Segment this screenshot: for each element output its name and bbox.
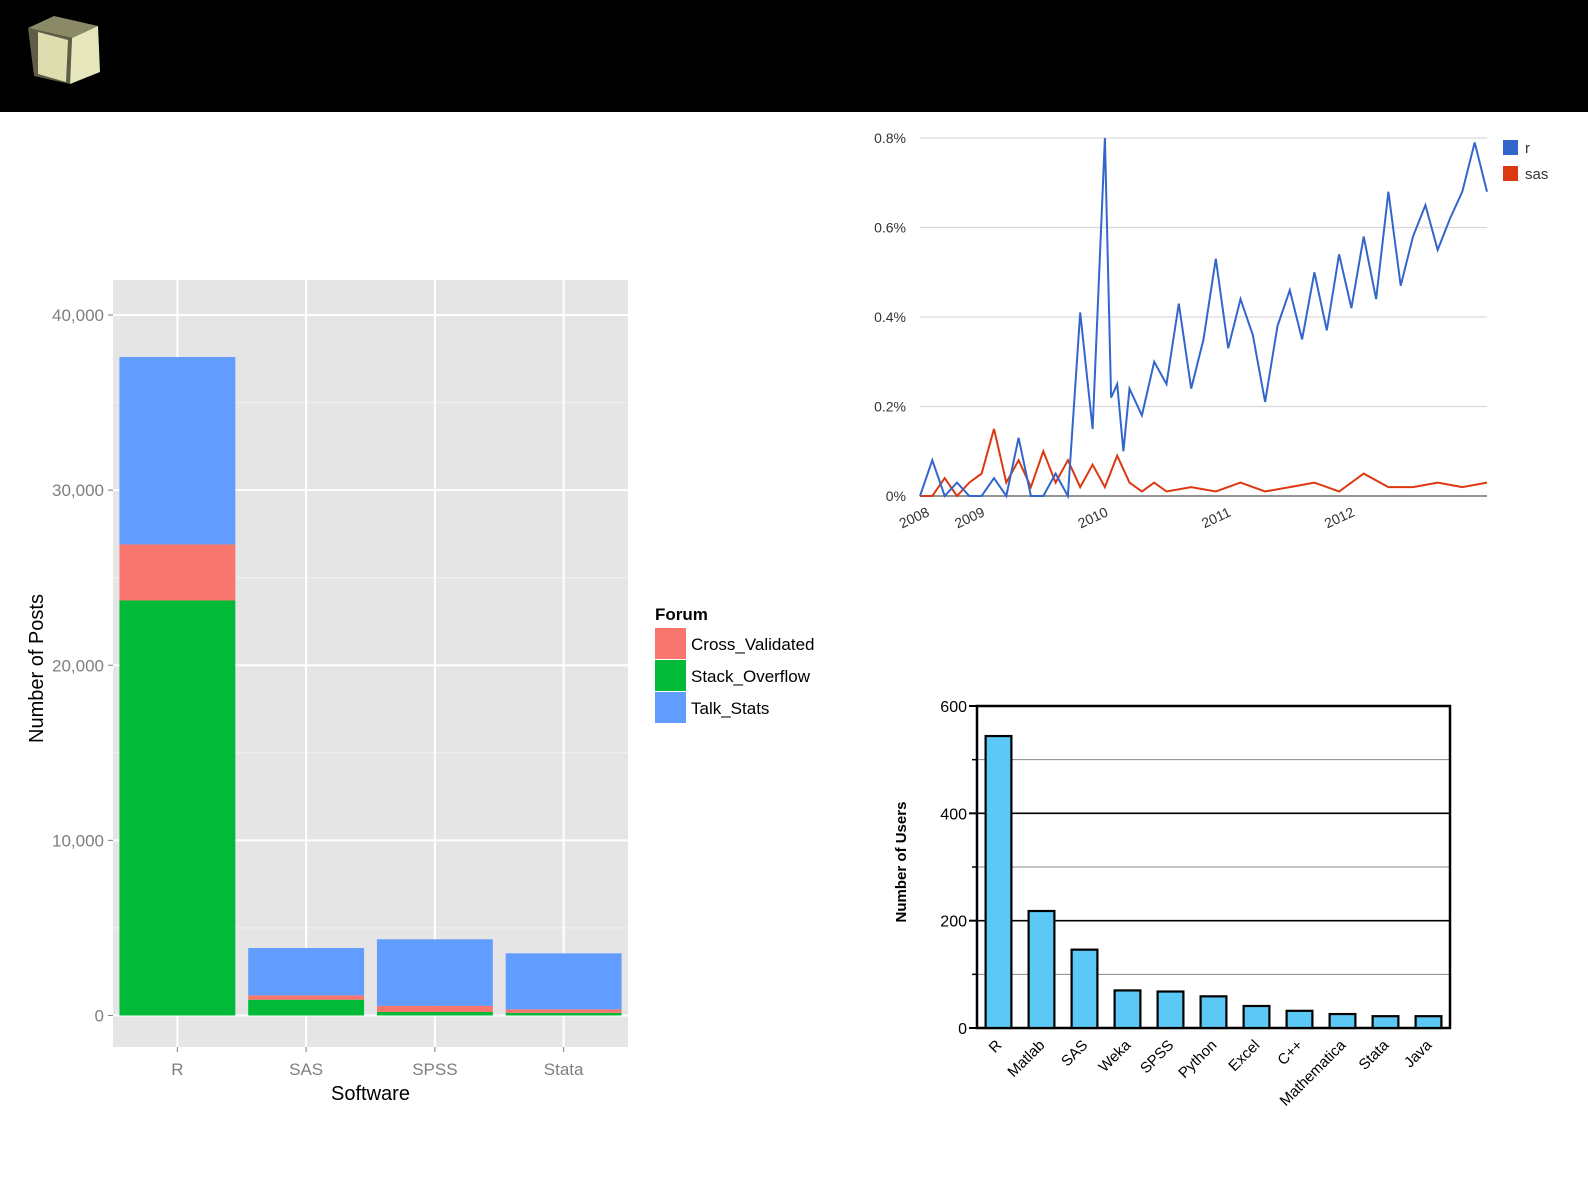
x-tick-label: 2009: [952, 504, 987, 532]
bar: [1199, 995, 1228, 1030]
y-tick-label: 0: [95, 1006, 104, 1025]
legend-title: Forum: [655, 605, 708, 624]
bar-segment: [376, 1005, 493, 1012]
bar: [1371, 1015, 1400, 1030]
y-axis-title: Number of Users: [893, 802, 910, 923]
bar: [1414, 1015, 1443, 1030]
x-tick-label: 2011: [1199, 504, 1233, 531]
legend-label: Cross_Validated: [691, 635, 814, 654]
series-line-r: [919, 137, 1488, 500]
x-tick-label: R: [171, 1060, 183, 1079]
x-tick-label: R: [986, 1037, 1006, 1057]
bar-segment: [248, 995, 365, 1000]
bar: [1156, 990, 1185, 1030]
bar: [1328, 1012, 1357, 1030]
x-tick-label: SPSS: [412, 1060, 457, 1079]
cube-icon: [28, 16, 100, 84]
x-tick-label: Stata: [544, 1060, 584, 1079]
x-tick-label: Excel: [1225, 1037, 1263, 1075]
bar-segment: [505, 953, 622, 1010]
y-tick-label: 400: [940, 806, 967, 823]
y-axis-title: Number of Posts: [26, 594, 48, 743]
x-tick-label: SAS: [1058, 1037, 1091, 1070]
y-tick-label: 20,000: [52, 656, 104, 675]
x-tick-label: Matlab: [1004, 1037, 1048, 1081]
header-bar: [0, 0, 1588, 112]
legend-label: r: [1525, 140, 1530, 157]
bar-segment: [505, 1009, 622, 1013]
y-tick-label: 0.6%: [874, 220, 906, 236]
bar-segment: [376, 939, 493, 1006]
legend-swatch: [655, 628, 686, 659]
legend-swatch: [1503, 140, 1518, 155]
legend-label: Talk_Stats: [691, 699, 769, 718]
posts-by-software-chart: 0 10,000 20,000 30,000 40,000 R SAS SPSS Stata So…: [26, 280, 814, 1105]
y-tick-label: 0.2%: [874, 399, 906, 415]
bar-segment: [505, 1012, 622, 1016]
y-tick-label: 40,000: [52, 306, 104, 325]
legend-swatch: [655, 660, 686, 691]
legend-label: sas: [1525, 166, 1548, 183]
bar: [984, 734, 1013, 1030]
x-tick-label: 2008: [897, 504, 932, 532]
bar: [1285, 1009, 1314, 1030]
bar-segment: [119, 544, 236, 601]
bar-segment: [248, 948, 365, 996]
x-tick-label: Weka: [1095, 1036, 1134, 1075]
y-tick-label: 200: [940, 914, 967, 931]
bar-segment: [248, 999, 365, 1016]
y-tick-label: 30,000: [52, 481, 104, 500]
x-tick-label: C++: [1274, 1037, 1306, 1069]
y-tick-label: 0.8%: [874, 130, 906, 146]
x-tick-label: 2010: [1075, 504, 1110, 532]
legend-swatch: [1503, 166, 1518, 181]
bar-segment: [376, 1011, 493, 1016]
legend-label: Stack_Overflow: [691, 667, 811, 686]
x-tick-label: Stata: [1356, 1036, 1393, 1073]
y-tick-label: 10,000: [52, 831, 104, 850]
x-tick-label: SPSS: [1137, 1037, 1177, 1077]
bar-segment: [119, 357, 236, 545]
bar: [1242, 1004, 1271, 1030]
x-tick-label: SAS: [289, 1060, 323, 1079]
legend-swatch: [655, 692, 686, 723]
bar: [1113, 989, 1142, 1030]
bar-segment: [119, 600, 236, 1016]
y-tick-label: 0%: [886, 488, 906, 504]
x-tick-label: 2012: [1322, 504, 1357, 532]
y-tick-label: 0.4%: [874, 309, 906, 325]
y-tick-label: 0: [958, 1021, 967, 1038]
x-tick-label: Python: [1175, 1037, 1220, 1082]
x-axis-title: Software: [331, 1083, 410, 1105]
search-trends-chart: 0% 0.2% 0.4% 0.6% 0.8% 2008 2009 2010 2011 2012 rs…: [874, 130, 1548, 532]
series-line-sas: [920, 428, 1488, 498]
bar: [1070, 948, 1099, 1030]
y-tick-label: 600: [940, 699, 967, 716]
x-tick-label: Java: [1401, 1036, 1436, 1071]
bar: [1027, 909, 1056, 1030]
